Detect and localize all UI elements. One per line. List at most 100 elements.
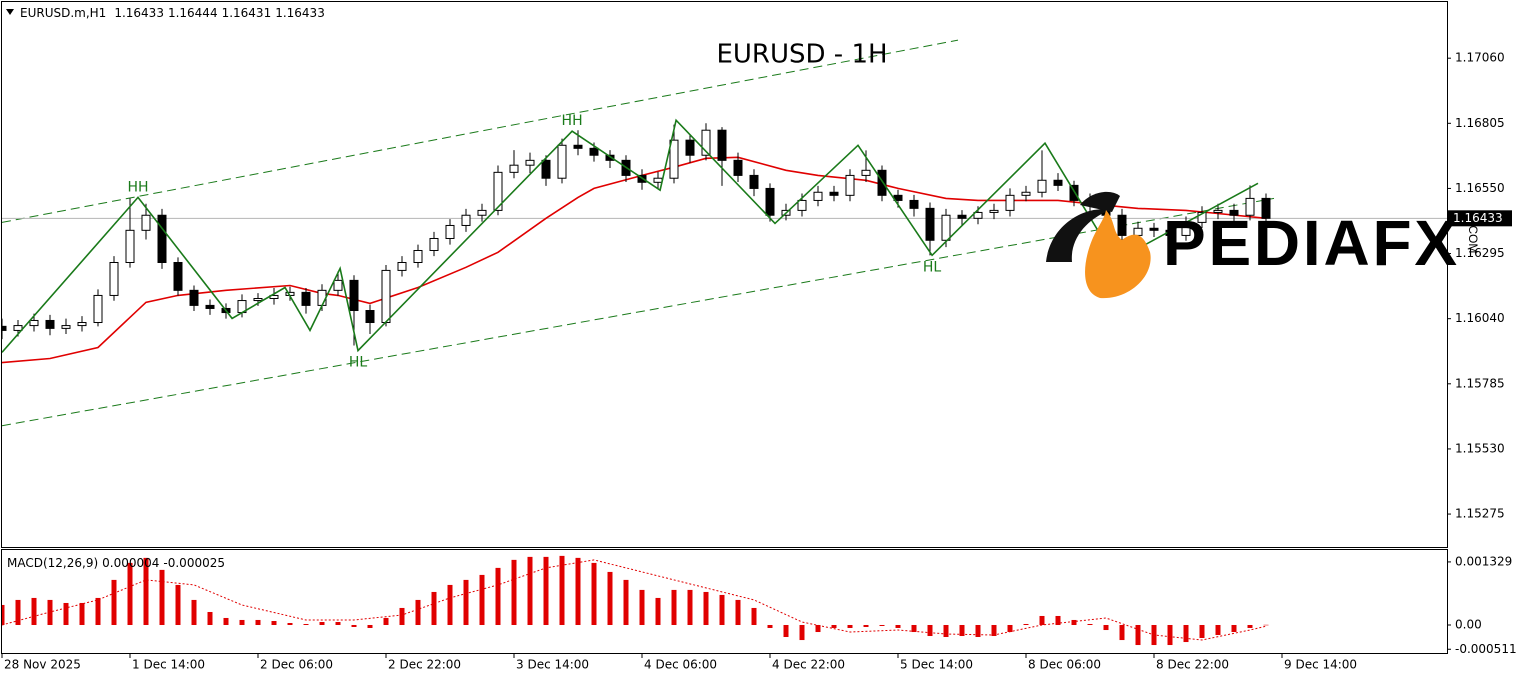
macd-bar — [1039, 615, 1045, 625]
macd-bar — [31, 597, 37, 625]
macd-bar — [719, 594, 725, 625]
macd-title: MACD(12,26,9) — [7, 556, 98, 570]
y-tick-label: 1.16550 — [1455, 181, 1505, 195]
candle-body — [253, 298, 263, 302]
candle-body — [925, 207, 935, 241]
candle-body — [909, 199, 919, 209]
macd-bar — [1007, 624, 1013, 633]
candle-body — [733, 159, 743, 176]
macd-bar — [703, 591, 709, 625]
candle-body — [1005, 194, 1015, 211]
macd-bar — [159, 569, 165, 625]
chart-title: EURUSD - 1H — [716, 40, 887, 70]
macd-bar — [1263, 624, 1269, 626]
candle-body — [93, 294, 103, 324]
macd-bar — [287, 623, 293, 625]
candle-body — [1133, 227, 1143, 236]
y-tick-label: 1.17060 — [1455, 51, 1505, 65]
macd-bar — [143, 557, 149, 625]
candle-body — [413, 249, 423, 263]
symbol: EURUSD.m,H1 — [20, 6, 106, 20]
macd-bar — [655, 597, 661, 625]
macd-bar — [1135, 624, 1141, 646]
macd-bar — [895, 624, 901, 628]
y-tick-label: 1.16805 — [1455, 116, 1505, 130]
macd-bar — [207, 611, 213, 625]
header-open: 1.16433 — [114, 6, 164, 20]
x-tick-label: 4 Dec 22:00 — [772, 658, 845, 672]
macd-plot — [2, 555, 1269, 646]
macd-bar — [1023, 623, 1029, 625]
x-tick-label: 2 Dec 22:00 — [388, 658, 461, 672]
macd-bar — [687, 589, 693, 625]
candle-body — [1021, 191, 1031, 196]
macd-bar — [559, 555, 565, 625]
macd-bar — [223, 617, 229, 625]
macd-bar — [671, 589, 677, 625]
swing-label: HL — [349, 355, 368, 371]
candle-body — [1197, 211, 1207, 223]
x-tick-label: 4 Dec 06:00 — [644, 658, 717, 672]
macd-bar — [975, 624, 981, 638]
macd-bar — [1119, 624, 1125, 641]
channel-line — [2, 39, 959, 223]
watermark-text: PEDIAFX — [1163, 207, 1457, 279]
candle-body — [301, 291, 311, 306]
candle-body — [989, 209, 999, 213]
candle-body — [477, 209, 487, 216]
macd-bar — [335, 622, 341, 625]
signal-value: -0.000025 — [163, 556, 225, 570]
candle-body — [429, 237, 439, 251]
candle-body — [365, 310, 375, 324]
candle-body — [813, 191, 823, 201]
watermark: PEDIAFX .COM — [1046, 191, 1480, 299]
candle-body — [1053, 179, 1063, 186]
candle-body — [77, 322, 87, 327]
x-tick-label: 2 Dec 06:00 — [260, 658, 333, 672]
macd-bar — [911, 624, 917, 633]
candle-body — [797, 199, 807, 211]
candle-body — [1261, 197, 1271, 219]
candle-body — [1069, 184, 1079, 201]
candle-body — [685, 139, 695, 156]
macd-bar — [15, 599, 21, 625]
macd-bar — [527, 556, 533, 625]
candle-body — [1037, 179, 1047, 193]
candle-body — [1117, 214, 1127, 236]
signal-line — [2, 559, 1267, 641]
swing-label: HH — [127, 179, 148, 195]
header-icon — [6, 9, 14, 15]
x-tick-label: 5 Dec 14:00 — [900, 658, 973, 672]
candle-body — [957, 214, 967, 219]
x-tick-label: 9 Dec 14:00 — [1284, 658, 1357, 672]
candle-body — [461, 214, 471, 226]
candle-body — [845, 174, 855, 196]
candle-body — [749, 174, 759, 189]
candle-body — [157, 214, 167, 263]
macd-bar — [191, 599, 197, 625]
y-tick-label: 1.16295 — [1455, 246, 1505, 260]
macd-bar — [591, 562, 597, 625]
logo-flame — [1085, 210, 1151, 299]
macd-bar — [1167, 624, 1173, 646]
macd-bar — [1247, 624, 1253, 628]
candle-body — [973, 211, 983, 219]
candle-body — [109, 261, 119, 296]
candle-body — [829, 191, 839, 196]
candle-body — [29, 319, 39, 327]
macd-bar — [863, 624, 869, 627]
candle-body — [61, 325, 71, 329]
macd-value: 0.000004 — [102, 556, 159, 570]
macd-bar — [111, 579, 117, 625]
macd-bar — [1071, 619, 1077, 625]
macd-bar — [1103, 624, 1109, 631]
candle-body — [1149, 227, 1159, 231]
candle-body — [189, 289, 199, 306]
candle-body — [525, 159, 535, 166]
candle-body — [861, 169, 871, 176]
macd-bar — [175, 584, 181, 625]
x-tick-label: 28 Nov 2025 — [4, 658, 81, 672]
candle-body — [205, 304, 215, 309]
